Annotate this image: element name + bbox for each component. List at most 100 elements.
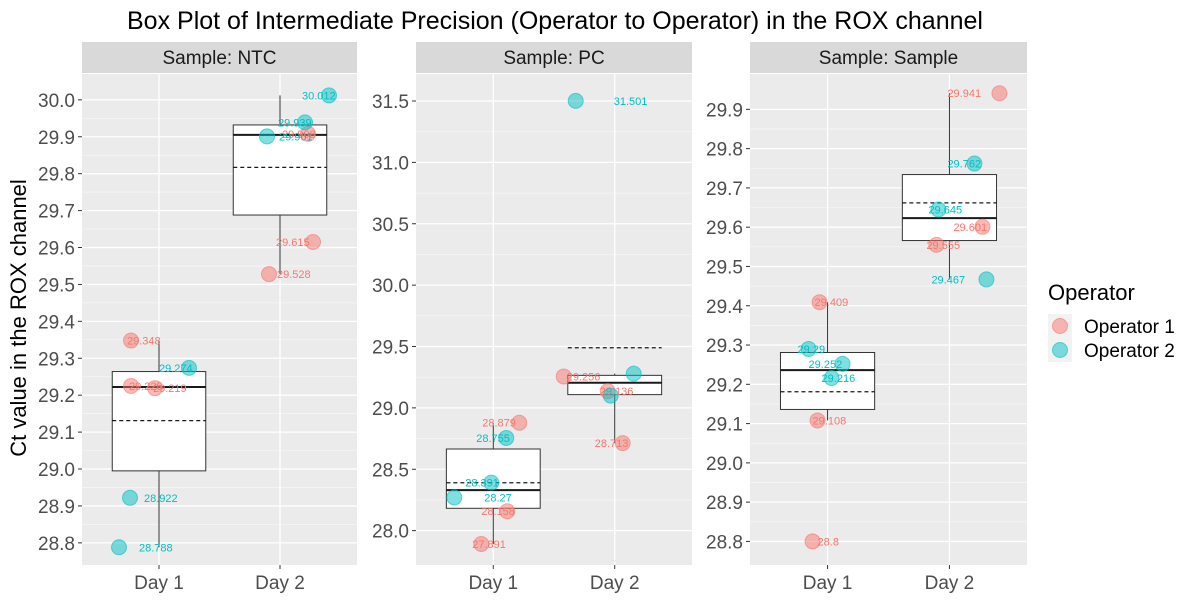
data-point bbox=[297, 114, 313, 131]
x-tick-label: Day 1 bbox=[803, 573, 853, 594]
data-label: 29.901 bbox=[279, 131, 313, 143]
data-point bbox=[473, 536, 490, 553]
box-day-2 bbox=[901, 93, 998, 280]
data-point bbox=[991, 85, 1008, 102]
data-label: 28.788 bbox=[139, 542, 173, 554]
x-tick-label: Day 2 bbox=[255, 573, 305, 594]
data-point bbox=[614, 435, 631, 452]
y-tick-label: 31.5 bbox=[372, 92, 409, 113]
panel-background bbox=[750, 74, 1027, 565]
legend-marker bbox=[1052, 342, 1068, 358]
y-tick-label: 29.0 bbox=[706, 454, 743, 475]
data-label: 29.555 bbox=[926, 240, 960, 252]
facet-strip bbox=[416, 42, 692, 73]
data-point bbox=[966, 155, 983, 172]
y-axis-label: Ct value in the ROX channel bbox=[6, 179, 31, 457]
data-label: 28.158 bbox=[481, 506, 515, 518]
y-tick-label: 29.4 bbox=[706, 297, 743, 318]
data-label: 29.762 bbox=[947, 159, 981, 171]
x-tick-label: Day 2 bbox=[925, 573, 975, 594]
data-label: 29.941 bbox=[947, 88, 981, 100]
data-label: 28.8 bbox=[818, 536, 839, 548]
y-tick-label: 29.0 bbox=[38, 460, 75, 481]
facet-panel-2: Sample: PC 28.0 28.5 29.0 29.5 30.0 30.5 31.0 31… bbox=[372, 42, 692, 594]
data-label: 30.012 bbox=[302, 90, 336, 102]
data-point bbox=[446, 489, 463, 506]
facet-strip-label: Sample: NTC bbox=[162, 48, 276, 69]
data-label: 29.908 bbox=[282, 129, 316, 141]
y-tick-label: 29.9 bbox=[38, 128, 75, 149]
data-point bbox=[261, 266, 277, 283]
data-label: 29.108 bbox=[813, 415, 847, 427]
data-point bbox=[978, 271, 995, 288]
y-tick-label: 29.9 bbox=[706, 100, 743, 121]
data-label: 29.601 bbox=[953, 222, 987, 234]
data-label: 27.891 bbox=[472, 539, 506, 551]
y-tick-label: 29.6 bbox=[38, 239, 75, 260]
data-label: 28.922 bbox=[144, 493, 178, 505]
box-iqr bbox=[901, 174, 998, 242]
data-point bbox=[498, 429, 515, 446]
y-tick-label: 29.1 bbox=[706, 415, 743, 436]
data-point bbox=[834, 355, 851, 372]
data-label: 28.713 bbox=[595, 438, 629, 450]
facet-panel-3: Sample: Sample 28.8 28.9 29.0 29.1 29.2 29.3 29… bbox=[706, 42, 1027, 594]
y-tick-label: 29.8 bbox=[38, 165, 75, 186]
legend-label: Operator 2 bbox=[1084, 341, 1175, 362]
data-label: 29.29 bbox=[798, 344, 826, 356]
data-label: 29.219 bbox=[153, 383, 187, 395]
legend-title: Operator bbox=[1048, 280, 1135, 305]
data-point bbox=[499, 503, 516, 520]
y-tick-label: 29.1 bbox=[38, 423, 75, 444]
data-point bbox=[823, 370, 840, 387]
data-label: 29.252 bbox=[809, 359, 843, 371]
y-tick-label: 28.5 bbox=[372, 460, 409, 481]
y-tick-label: 28.8 bbox=[706, 532, 743, 553]
data-point bbox=[122, 489, 138, 506]
y-tick-label: 29.5 bbox=[372, 338, 409, 359]
data-point bbox=[511, 414, 528, 431]
y-tick-label: 29.0 bbox=[372, 399, 409, 420]
data-point bbox=[809, 412, 826, 429]
data-point bbox=[811, 294, 828, 311]
data-label: 29.274 bbox=[159, 363, 193, 375]
data-label: 29.528 bbox=[277, 269, 311, 281]
data-label: 29.256 bbox=[567, 371, 601, 383]
data-label: 29.216 bbox=[822, 373, 856, 385]
data-label: 28.755 bbox=[476, 433, 510, 445]
y-tick-label: 29.6 bbox=[706, 218, 743, 239]
y-tick-label: 28.9 bbox=[38, 497, 75, 518]
data-label: 29.645 bbox=[928, 205, 962, 217]
x-tick-label: Day 2 bbox=[590, 573, 640, 594]
data-point bbox=[123, 377, 139, 394]
data-label: 31.501 bbox=[614, 96, 648, 108]
data-point bbox=[602, 387, 619, 404]
data-label: 29.615 bbox=[276, 237, 310, 249]
data-point bbox=[930, 201, 947, 218]
legend-marker bbox=[1052, 318, 1068, 334]
x-tick-label: Day 1 bbox=[468, 573, 518, 594]
facet-panel-1: Sample: NTC 28.8 28.9 29.0 29.1 29.2 29.3 29.4 2… bbox=[38, 42, 357, 594]
data-label: 28.27 bbox=[484, 492, 512, 504]
data-label: 29.348 bbox=[127, 336, 161, 348]
facet-strip-label: Sample: PC bbox=[503, 48, 604, 69]
facet-strip bbox=[82, 42, 357, 73]
data-point bbox=[625, 365, 642, 382]
data-point bbox=[147, 380, 163, 397]
data-point bbox=[555, 368, 572, 385]
legend-label: Operator 1 bbox=[1084, 317, 1175, 338]
facet-panels: Sample: NTC 28.8 28.9 29.0 29.1 29.2 29.3 29.4 2… bbox=[38, 42, 1027, 594]
y-tick-label: 30.5 bbox=[372, 215, 409, 236]
data-point bbox=[305, 233, 321, 250]
data-label: 29.467 bbox=[931, 274, 965, 286]
x-tick-label: Day 1 bbox=[134, 573, 184, 594]
y-tick-label: 29.7 bbox=[38, 202, 75, 223]
y-tick-label: 29.5 bbox=[38, 275, 75, 296]
data-point bbox=[321, 87, 337, 104]
y-tick-label: 29.5 bbox=[706, 257, 743, 278]
y-tick-label: 28.9 bbox=[706, 493, 743, 514]
legend: Operator Operator 1 Operator 2 bbox=[1048, 280, 1175, 362]
data-point bbox=[483, 474, 500, 491]
